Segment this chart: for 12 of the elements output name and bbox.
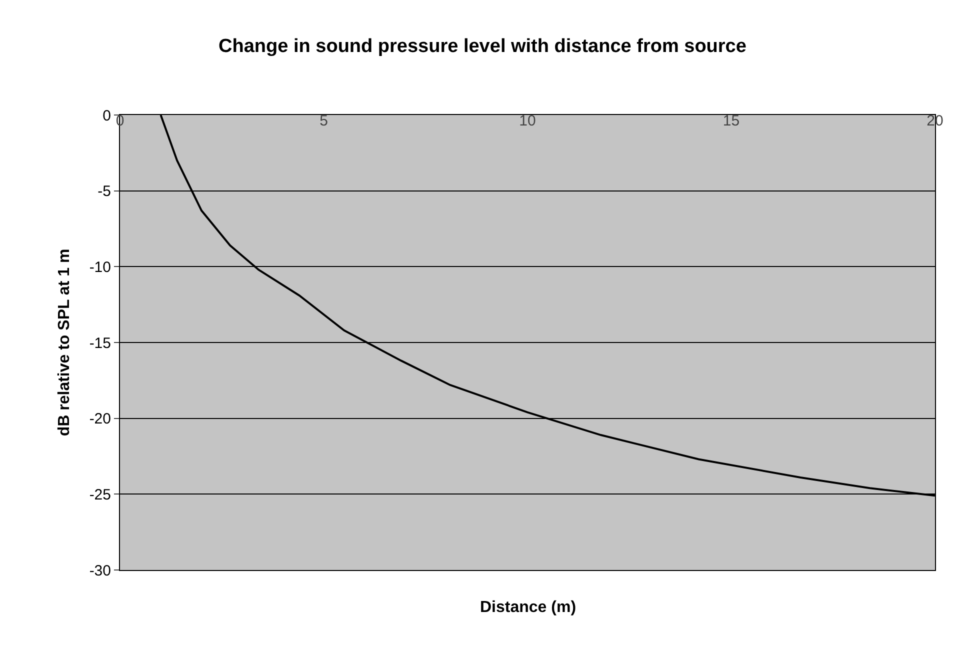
y-tick-label: -15 xyxy=(89,334,111,352)
x-tick-label: 10 xyxy=(519,112,536,130)
y-tick-label: -30 xyxy=(89,562,111,580)
y-axis-title: dB relative to SPL at 1 m xyxy=(56,248,74,436)
y-tick-label: -20 xyxy=(89,410,111,428)
y-tick-label: -25 xyxy=(89,486,111,504)
y-tick-label: -10 xyxy=(89,258,111,276)
chart-title: Change in sound pressure level with distance from source xyxy=(218,36,746,57)
x-tick-label: 15 xyxy=(722,112,740,130)
y-tick-label: -5 xyxy=(98,183,111,200)
x-axis-title: Distance (m) xyxy=(480,599,576,616)
x-tick-label: 5 xyxy=(320,112,328,130)
